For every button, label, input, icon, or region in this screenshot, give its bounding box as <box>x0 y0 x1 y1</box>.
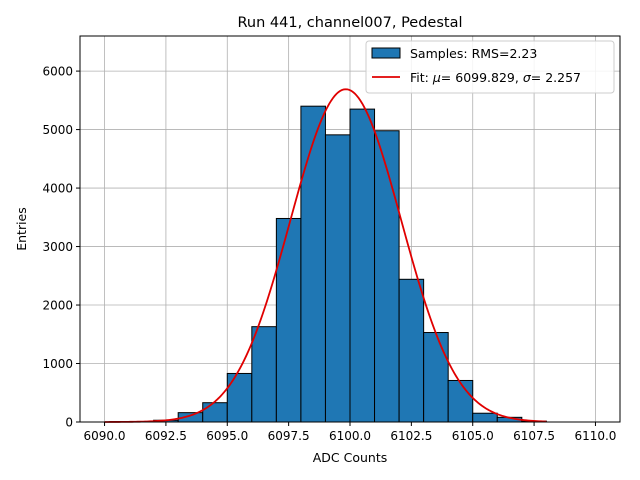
legend-fit-mu-value: = 6099.829, <box>441 70 523 85</box>
x-axis-ticks: 6090.0 6092.5 6095.0 6097.5 6100.0 6102.5 6105… <box>84 422 616 443</box>
histogram-bar <box>324 134 351 423</box>
y-tick-label: 6000 <box>42 65 73 79</box>
legend-fit-prefix: Fit: <box>410 70 433 85</box>
histogram-bar <box>226 372 253 423</box>
x-axis-label: ADC Counts <box>313 450 388 465</box>
legend-fit-sigma-symbol: σ <box>523 70 532 85</box>
chart-title: Run 441, channel007, Pedestal <box>237 15 462 31</box>
legend-fit-sigma-value: = 2.257 <box>531 70 581 85</box>
fit-curve <box>104 88 547 423</box>
x-tick-label: 6097.5 <box>268 429 310 443</box>
legend-histogram-label: Samples: RMS=2.23 <box>410 46 537 61</box>
histogram-bar <box>202 402 228 423</box>
y-tick-label: 1000 <box>42 357 73 371</box>
legend-box <box>365 40 615 94</box>
x-tick-label: 6102.5 <box>390 429 432 443</box>
y-axis-label: Entries <box>14 207 29 251</box>
histogram-bar <box>398 278 425 423</box>
histogram-bar <box>275 217 302 423</box>
histogram-bar <box>251 326 277 423</box>
x-tick-label: 6100.0 <box>329 429 371 443</box>
legend: Samples: RMS=2.23 Fit: μ= 6099.829, σ= 2… <box>365 40 615 94</box>
x-tick-label: 6092.5 <box>145 429 187 443</box>
legend-fit-label: Fit: μ= 6099.829, σ= 2.257 <box>410 70 581 85</box>
histogram-bar <box>423 332 449 423</box>
x-tick-label: 6110.0 <box>574 429 616 443</box>
histogram-bar <box>374 130 400 423</box>
y-tick-label: 4000 <box>42 182 73 196</box>
legend-histogram-swatch <box>371 47 401 59</box>
x-tick-label: 6090.0 <box>84 429 126 443</box>
histogram-bars <box>153 105 547 423</box>
histogram-bar <box>472 412 498 423</box>
x-tick-label: 6107.5 <box>513 429 555 443</box>
fit-curve-layer <box>104 88 547 423</box>
y-tick-label: 0 <box>65 416 73 430</box>
x-tick-label: 6095.0 <box>206 429 248 443</box>
y-axis-ticks: 0 1000 2000 3000 4000 5000 6000 <box>42 65 80 430</box>
histogram-bar <box>300 105 326 423</box>
y-tick-label: 2000 <box>42 299 73 313</box>
histogram-bar <box>349 108 376 423</box>
y-tick-label: 5000 <box>42 123 73 137</box>
legend-fit-mu-symbol: μ <box>432 70 441 85</box>
histogram-bar <box>447 379 474 423</box>
x-tick-label: 6105.0 <box>452 429 494 443</box>
y-tick-label: 3000 <box>42 240 73 254</box>
